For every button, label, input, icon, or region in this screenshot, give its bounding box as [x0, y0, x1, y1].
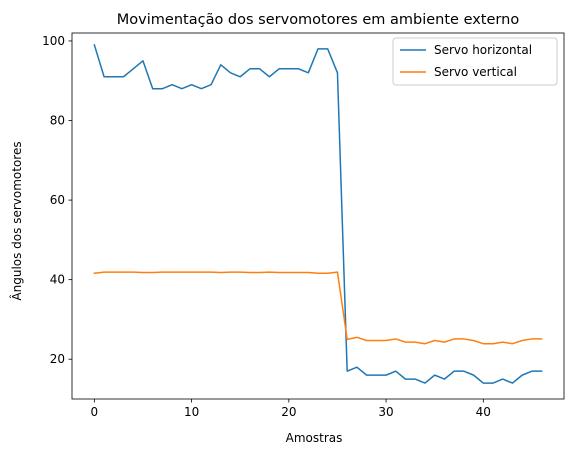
y-tick-label: 20: [50, 352, 65, 366]
y-tick-label: 100: [42, 34, 65, 48]
y-tick-label: 80: [50, 114, 65, 128]
plot-area: 0 10 20 30 40 20 40 60 80 100 Servo horizontal Serv…: [42, 33, 564, 419]
legend-label-2: Servo vertical: [434, 65, 517, 79]
series-line-2: [94, 272, 541, 344]
y-axis-title: Ângulos dos servomotores: [9, 141, 24, 300]
x-tick-label: 30: [378, 405, 393, 419]
chart-title: Movimentação dos servomotores em ambient…: [117, 12, 520, 28]
y-tick-label: 40: [50, 273, 65, 287]
x-axis-title: Amostras: [286, 431, 343, 445]
x-tick-label: 10: [184, 405, 199, 419]
x-tick-label: 40: [476, 405, 491, 419]
y-tick-label: 60: [50, 193, 65, 207]
x-tick-label: 20: [281, 405, 296, 419]
x-tick-label: 0: [91, 405, 99, 419]
legend-label-1: Servo horizontal: [434, 43, 532, 57]
series-line-1: [94, 45, 541, 383]
